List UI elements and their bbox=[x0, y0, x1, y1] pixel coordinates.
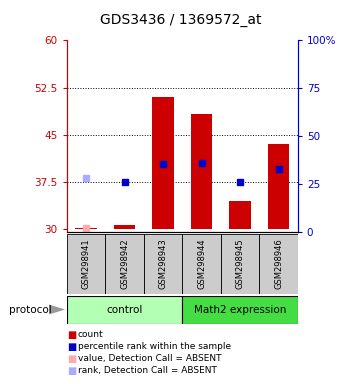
Bar bbox=[230, 201, 251, 229]
Text: ■: ■ bbox=[67, 354, 76, 364]
Bar bbox=[67, 296, 182, 324]
Polygon shape bbox=[49, 305, 65, 314]
Text: GSM298946: GSM298946 bbox=[274, 238, 283, 290]
Bar bbox=[182, 296, 298, 324]
Text: value, Detection Call = ABSENT: value, Detection Call = ABSENT bbox=[78, 354, 221, 363]
Bar bbox=[182, 234, 221, 294]
Text: GDS3436 / 1369572_at: GDS3436 / 1369572_at bbox=[100, 13, 261, 27]
Text: rank, Detection Call = ABSENT: rank, Detection Call = ABSENT bbox=[78, 366, 217, 375]
Bar bbox=[144, 234, 182, 294]
Bar bbox=[105, 234, 144, 294]
Text: protocol: protocol bbox=[9, 305, 52, 315]
Bar bbox=[259, 234, 298, 294]
Bar bbox=[191, 114, 212, 229]
Bar bbox=[67, 234, 105, 294]
Bar bbox=[75, 228, 97, 229]
Text: control: control bbox=[106, 305, 143, 315]
Text: ■: ■ bbox=[67, 342, 76, 352]
Text: GSM298943: GSM298943 bbox=[158, 238, 168, 290]
Text: GSM298942: GSM298942 bbox=[120, 239, 129, 289]
Text: count: count bbox=[78, 330, 103, 339]
Text: GSM298941: GSM298941 bbox=[82, 239, 91, 289]
Bar bbox=[221, 234, 259, 294]
Bar bbox=[268, 144, 289, 229]
Text: Math2 expression: Math2 expression bbox=[194, 305, 286, 315]
Text: ■: ■ bbox=[67, 330, 76, 340]
Bar bbox=[152, 97, 174, 229]
Text: GSM298944: GSM298944 bbox=[197, 239, 206, 289]
Text: percentile rank within the sample: percentile rank within the sample bbox=[78, 342, 231, 351]
Text: GSM298945: GSM298945 bbox=[236, 239, 244, 289]
Bar bbox=[114, 225, 135, 229]
Text: ■: ■ bbox=[67, 366, 76, 376]
